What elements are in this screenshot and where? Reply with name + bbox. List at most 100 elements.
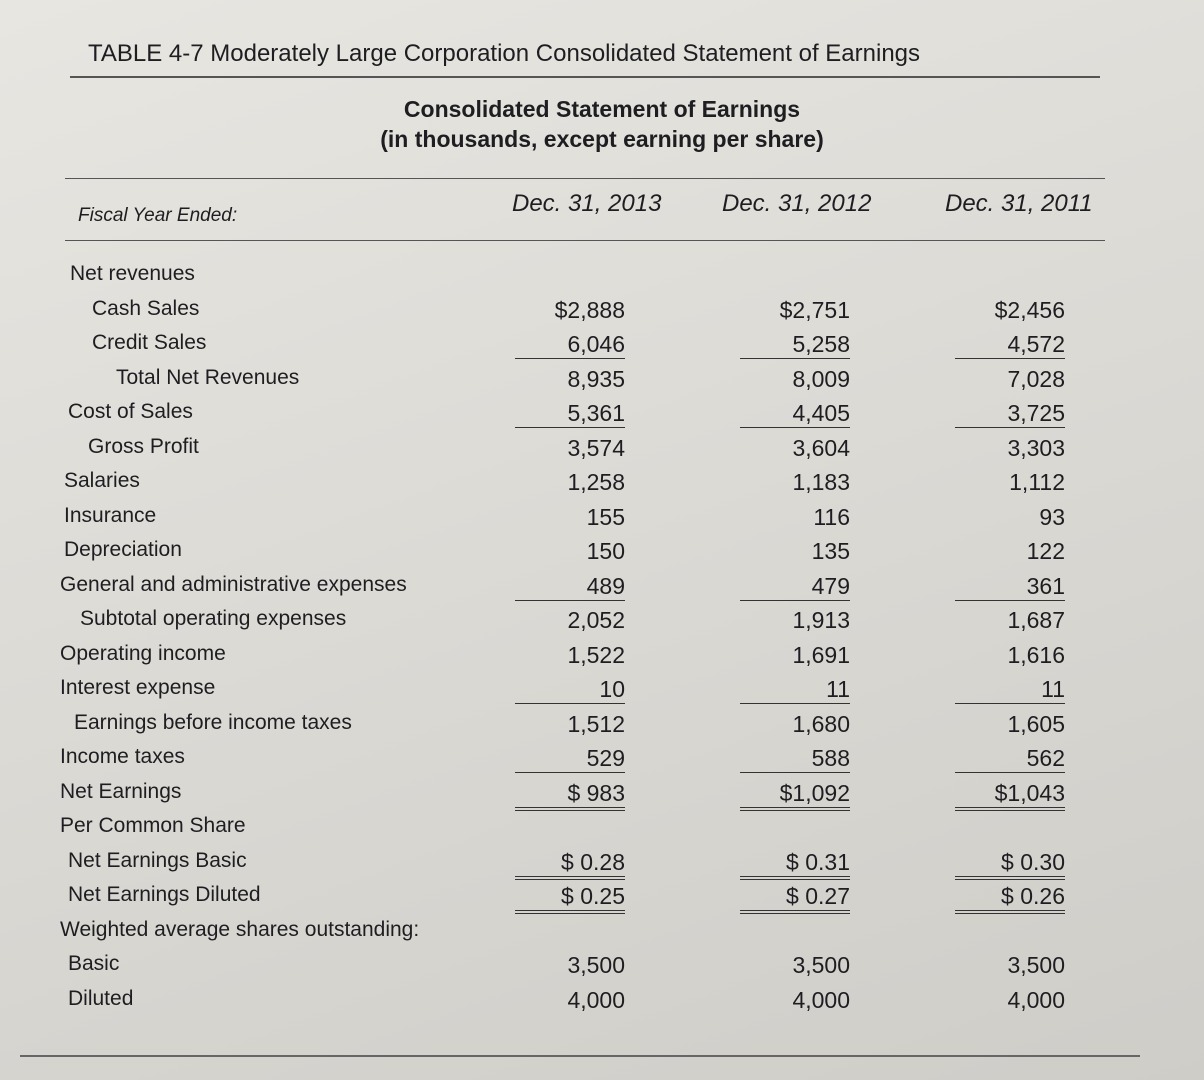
cell-value: $ 0.26 <box>955 883 1065 914</box>
cell-value: 150 <box>586 538 625 564</box>
table-title: TABLE 4-7 Moderately Large Corporation C… <box>88 40 921 67</box>
cell-value: 489 <box>515 573 625 601</box>
cell-value: 2,052 <box>567 607 625 633</box>
row-label: Total Net Revenues <box>116 365 300 389</box>
cell-value: 3,303 <box>1007 434 1065 461</box>
cell-value: 1,616 <box>1007 641 1065 668</box>
table-row: Income taxes 529 588 562 <box>60 741 1080 776</box>
table-row: Basic 3,500 3,500 3,500 <box>60 948 1080 983</box>
cell-value: $ 0.27 <box>740 883 850 914</box>
cell-value: $ 0.30 <box>955 849 1065 880</box>
table-row: Gross Profit 3,574 3,604 3,303 <box>60 431 1080 466</box>
cell-value: $ 0.25 <box>515 883 625 914</box>
table-row: Salaries 1,258 1,183 1,112 <box>60 465 1080 500</box>
cell-value: 5,258 <box>740 331 850 359</box>
column-header: Fiscal Year Ended: <box>78 205 238 226</box>
row-label: Depreciation <box>64 538 182 561</box>
row-label: Gross Profit <box>88 434 199 458</box>
cell-value: $1,043 <box>955 780 1065 811</box>
cell-value: 4,000 <box>792 986 850 1013</box>
cell-value: 1,691 <box>792 641 850 668</box>
cell-value: 11 <box>740 676 850 704</box>
cell-value: 1,522 <box>567 641 625 668</box>
table-row: Net Earnings $ 983 $1,092 $1,043 <box>60 776 1080 811</box>
cell-value: $1,092 <box>740 780 850 811</box>
rule <box>20 1055 1140 1057</box>
table-row: Per Common Share <box>60 810 1080 845</box>
column-header: Dec. 31, 2012 <box>722 190 872 217</box>
cell-value: 3,604 <box>792 434 850 461</box>
cell-value: 3,500 <box>792 952 850 978</box>
cell-value: 155 <box>586 503 625 530</box>
cell-value: $2,888 <box>554 296 625 323</box>
cell-value: 8,935 <box>567 365 625 392</box>
cell-value: 4,405 <box>740 400 850 428</box>
table-row: Total Net Revenues 8,935 8,009 7,028 <box>60 362 1080 397</box>
row-label: Interest expense <box>60 676 216 699</box>
cell-value: 1,605 <box>1007 710 1065 737</box>
row-label: Net Earnings Basic <box>68 848 247 872</box>
cell-value: 1,258 <box>567 469 625 495</box>
table-row: Operating income 1,522 1,691 1,616 <box>60 638 1080 673</box>
table-row: Interest expense 10 11 11 <box>60 672 1080 707</box>
table-row: Net Earnings Diluted $ 0.25 $ 0.27 $ 0.26 <box>60 879 1080 914</box>
rule <box>70 76 1100 78</box>
subtitle: Consolidated Statement of Earnings <box>403 96 801 122</box>
cell-value: 3,725 <box>955 400 1065 428</box>
cell-value: $ 983 <box>515 780 625 811</box>
table-body: Net revenues Cash Sales $2,888 $2,751 $2,456… <box>60 258 1080 1017</box>
row-label: Net Earnings Diluted <box>68 883 261 906</box>
column-header: Dec. 31, 2013 <box>512 190 662 217</box>
cell-value: 122 <box>1026 538 1065 564</box>
cell-value: 529 <box>515 745 625 773</box>
cell-value: 8,009 <box>792 365 850 392</box>
cell-value: 135 <box>811 538 850 564</box>
cell-value: 1,183 <box>792 469 850 495</box>
cell-value: 11 <box>955 676 1065 704</box>
cell-value: 479 <box>740 573 850 601</box>
row-label: Diluted <box>68 986 134 1010</box>
table-row: General and administrative expenses 489 47… <box>60 569 1080 604</box>
table-row: Diluted 4,000 4,000 4,000 <box>60 983 1080 1018</box>
table-row: Weighted average shares outstanding: <box>60 914 1080 949</box>
row-label: Earnings before income taxes <box>74 710 352 734</box>
cell-value: 562 <box>955 745 1065 773</box>
cell-value: 1,512 <box>567 710 625 737</box>
row-label: Income taxes <box>60 745 185 768</box>
row-label: Cost of Sales <box>68 400 193 423</box>
cell-value: 7,028 <box>1007 365 1065 392</box>
row-label: Net Earnings <box>60 779 182 803</box>
cell-value: $ 0.31 <box>740 849 850 880</box>
table-row: Earnings before income taxes 1,512 1,680 1,… <box>60 707 1080 742</box>
rule <box>65 240 1105 241</box>
cell-value: 5,361 <box>515 400 625 428</box>
row-label: Weighted average shares outstanding: <box>60 917 420 941</box>
cell-value: 93 <box>1039 503 1065 530</box>
cell-value: $2,456 <box>994 296 1065 323</box>
cell-value: 1,687 <box>1007 607 1065 633</box>
cell-value: $ 0.28 <box>515 849 625 880</box>
row-label: Cash Sales <box>92 296 200 320</box>
cell-value: 4,000 <box>567 986 625 1013</box>
cell-value: 1,680 <box>792 710 850 737</box>
subtitle: (in thousands, except earning per share) <box>380 126 824 152</box>
table-row: Subtotal operating expenses 2,052 1,913 1,6… <box>60 603 1080 638</box>
row-label: Subtotal operating expenses <box>80 607 347 630</box>
table-row: Cost of Sales 5,361 4,405 3,725 <box>60 396 1080 431</box>
row-label: Salaries <box>64 469 140 492</box>
cell-value: 4,000 <box>1007 986 1065 1013</box>
table-row: Cash Sales $2,888 $2,751 $2,456 <box>60 293 1080 328</box>
row-label: General and administrative expenses <box>60 572 407 596</box>
rule <box>65 178 1105 179</box>
row-label: Insurance <box>64 503 157 527</box>
row-label: Operating income <box>60 641 226 665</box>
column-header: Dec. 31, 2011 <box>945 190 1093 217</box>
row-label: Credit Sales <box>92 331 207 354</box>
cell-value: 1,913 <box>792 607 850 633</box>
table-row: Net revenues <box>60 258 1080 293</box>
cell-value: 3,500 <box>1007 952 1065 978</box>
row-label: Per Common Share <box>60 814 246 837</box>
cell-value: 10 <box>515 676 625 704</box>
cell-value: 361 <box>955 573 1065 601</box>
